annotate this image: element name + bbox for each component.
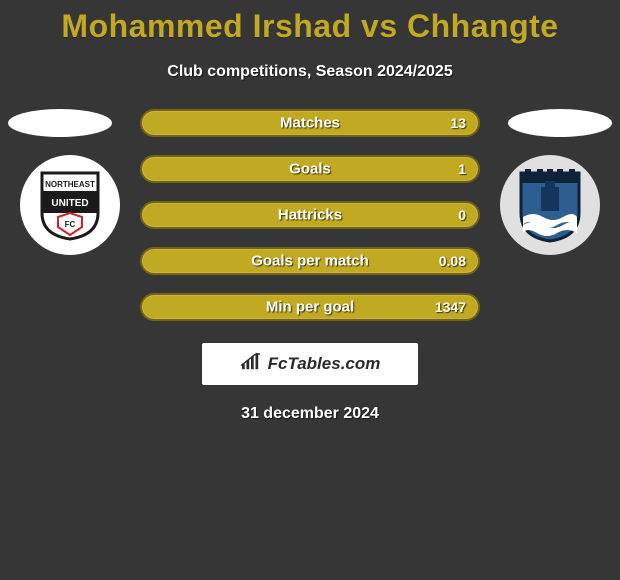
stat-label: Goals per match bbox=[251, 253, 369, 270]
stat-bars: Matches 13 Goals 1 Hattricks 0 Goals per… bbox=[140, 109, 480, 321]
subtitle: Club competitions, Season 2024/2025 bbox=[0, 63, 620, 81]
stat-value-right: 0.08 bbox=[439, 253, 466, 269]
page-title: Mohammed Irshad vs Chhangte bbox=[0, 0, 620, 45]
stat-label: Hattricks bbox=[278, 207, 342, 224]
crest-bottom-text: UNITED bbox=[51, 198, 88, 209]
stat-bar-min-per-goal: Min per goal 1347 bbox=[140, 293, 480, 321]
comparison-area: NORTHEAST UNITED FC bbox=[0, 109, 620, 321]
northeast-united-crest-icon: NORTHEAST UNITED FC bbox=[38, 169, 102, 241]
stat-bar-matches: Matches 13 bbox=[140, 109, 480, 137]
stat-bar-goals-per-match: Goals per match 0.08 bbox=[140, 247, 480, 275]
player-photo-right bbox=[508, 109, 612, 137]
stat-value-right: 1347 bbox=[435, 299, 466, 315]
stat-value-right: 1 bbox=[458, 161, 466, 177]
mumbai-city-crest-icon bbox=[517, 167, 583, 243]
stat-label: Goals bbox=[289, 161, 331, 178]
stat-value-right: 13 bbox=[450, 115, 466, 131]
player-photo-left bbox=[8, 109, 112, 137]
fctables-watermark: FcTables.com bbox=[202, 343, 418, 385]
watermark-text: FcTables.com bbox=[268, 354, 381, 374]
date-text: 31 december 2024 bbox=[0, 405, 620, 423]
stat-bar-goals: Goals 1 bbox=[140, 155, 480, 183]
crest-top-text: NORTHEAST bbox=[45, 180, 95, 189]
stat-label: Matches bbox=[280, 115, 340, 132]
club-badge-left: NORTHEAST UNITED FC bbox=[20, 155, 120, 255]
stat-label: Min per goal bbox=[266, 299, 354, 316]
bar-chart-icon bbox=[240, 353, 262, 376]
stat-value-right: 0 bbox=[458, 207, 466, 223]
club-badge-right bbox=[500, 155, 600, 255]
stat-bar-hattricks: Hattricks 0 bbox=[140, 201, 480, 229]
crest-fc-text: FC bbox=[65, 220, 76, 229]
